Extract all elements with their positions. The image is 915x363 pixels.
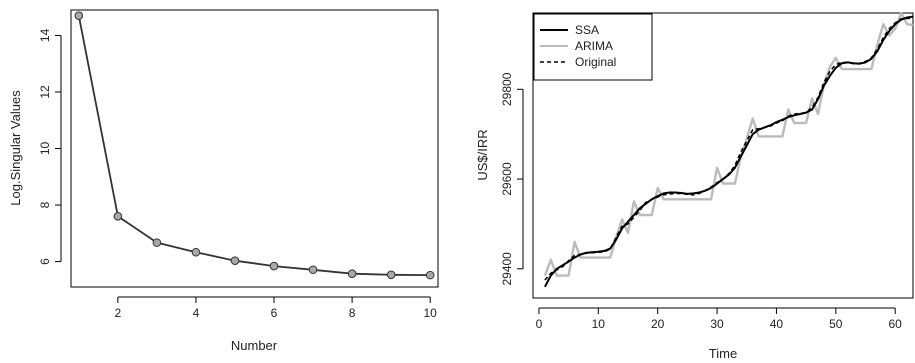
y-tick-label: 29800 xyxy=(500,72,514,106)
y-tick-label: 6 xyxy=(38,258,52,265)
series-line-arima xyxy=(543,11,914,277)
series-line xyxy=(77,15,431,276)
left-x-axis: 2 4 6 8 10 xyxy=(115,296,438,320)
right-x-axis-label: Time xyxy=(709,346,737,361)
right-y-axis: 29400 29600 29800 xyxy=(500,72,524,286)
left-y-axis-label: Log.Singular Values xyxy=(8,90,23,206)
x-tick-label: 40 xyxy=(770,317,784,331)
right-chart-exchange-rate: 0 10 20 30 40 50 60 29400 29600 29800 SSA ARIMA Or… xyxy=(475,11,914,361)
left-chart-singular-values: 2 4 6 8 10 6 8 10 12 14 Number Log.Singular Valu… xyxy=(8,9,439,353)
y-tick-label: 14 xyxy=(38,28,52,42)
legend: SSA ARIMA Original xyxy=(533,13,653,81)
y-tick-label: 10 xyxy=(38,142,52,156)
legend-label: Original xyxy=(575,55,616,69)
y-tick-label: 12 xyxy=(38,85,52,99)
legend-label: SSA xyxy=(575,23,599,37)
right-plot-frame xyxy=(532,12,914,299)
x-tick-label: 2 xyxy=(115,306,122,320)
data-point xyxy=(74,11,84,20)
x-tick-label: 4 xyxy=(193,306,200,320)
x-tick-label: 8 xyxy=(349,306,356,320)
x-tick-label: 50 xyxy=(829,317,843,331)
data-point xyxy=(230,256,240,266)
y-tick-label: 29600 xyxy=(500,162,514,196)
right-x-axis: 0 10 20 30 40 50 60 xyxy=(536,307,903,331)
left-y-axis: 6 8 10 12 14 xyxy=(38,28,62,265)
left-x-axis-label: Number xyxy=(231,338,278,353)
y-tick-label: 8 xyxy=(38,201,52,208)
x-tick-label: 10 xyxy=(592,317,606,331)
data-point xyxy=(386,270,396,280)
left-plot-area xyxy=(74,11,435,280)
data-point xyxy=(347,269,357,279)
data-point xyxy=(191,247,201,257)
x-tick-label: 30 xyxy=(710,317,724,331)
x-tick-label: 0 xyxy=(536,317,543,331)
data-point xyxy=(425,270,435,280)
x-tick-label: 6 xyxy=(271,306,278,320)
right-plot-area xyxy=(543,11,914,288)
data-point xyxy=(308,265,318,275)
x-tick-label: 60 xyxy=(889,317,903,331)
series-line-original xyxy=(544,17,913,281)
legend-label: ARIMA xyxy=(575,39,613,53)
data-point xyxy=(269,261,279,271)
right-y-axis-label: US$/IRR xyxy=(475,129,490,180)
x-tick-label: 10 xyxy=(424,306,438,320)
x-tick-label: 20 xyxy=(651,317,665,331)
data-point xyxy=(113,212,123,221)
y-tick-label: 29400 xyxy=(500,252,514,286)
data-point xyxy=(152,238,162,247)
left-plot-frame xyxy=(70,9,439,288)
